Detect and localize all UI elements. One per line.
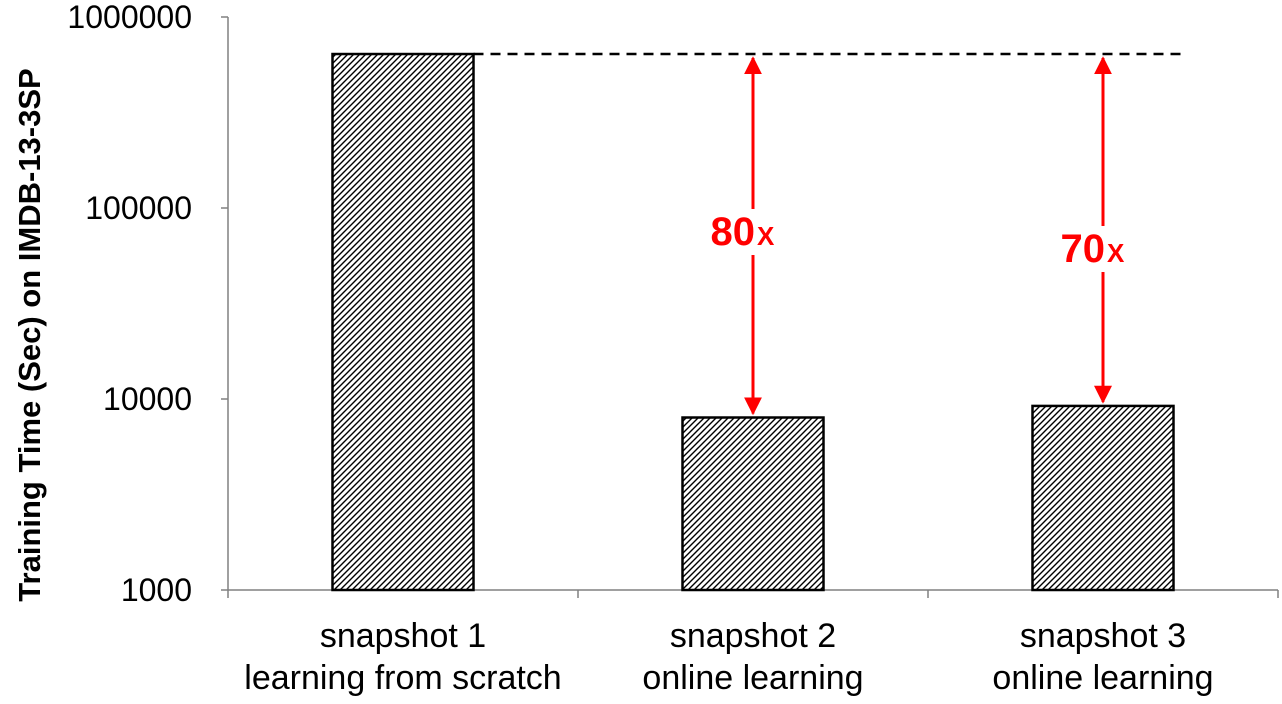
bar-2 <box>681 416 825 592</box>
speedup-label-2: 70 X <box>1061 226 1147 272</box>
y-axis-title: Training Time (Sec) on IMDB-13-3SP <box>12 68 47 601</box>
x-category-label-line1: snapshot 2 <box>670 617 836 655</box>
x-category-label-line1: snapshot 3 <box>1020 617 1186 655</box>
y-tick-label: 1000000 <box>67 0 192 35</box>
bar-3 <box>1031 404 1175 592</box>
x-category-label-line2: online learning <box>642 659 863 697</box>
speedup-value: 80 <box>711 210 756 254</box>
y-tick-label: 10000 <box>103 381 192 417</box>
bar-1 <box>331 52 475 592</box>
x-category-label-line2: learning from scratch <box>244 659 561 697</box>
speedup-suffix: X <box>757 221 775 251</box>
y-tick-label: 100000 <box>85 190 192 226</box>
x-category-label-line2: online learning <box>992 659 1213 697</box>
speedup-label-background <box>1075 226 1147 272</box>
speedup-label-background <box>725 209 797 255</box>
x-category-label-line1: snapshot 1 <box>320 617 486 655</box>
speedup-suffix: X <box>1107 238 1125 268</box>
y-tick-label: 1000 <box>121 572 192 608</box>
speedup-label-1: 80 X <box>711 209 797 255</box>
speedup-value: 70 <box>1061 227 1106 271</box>
